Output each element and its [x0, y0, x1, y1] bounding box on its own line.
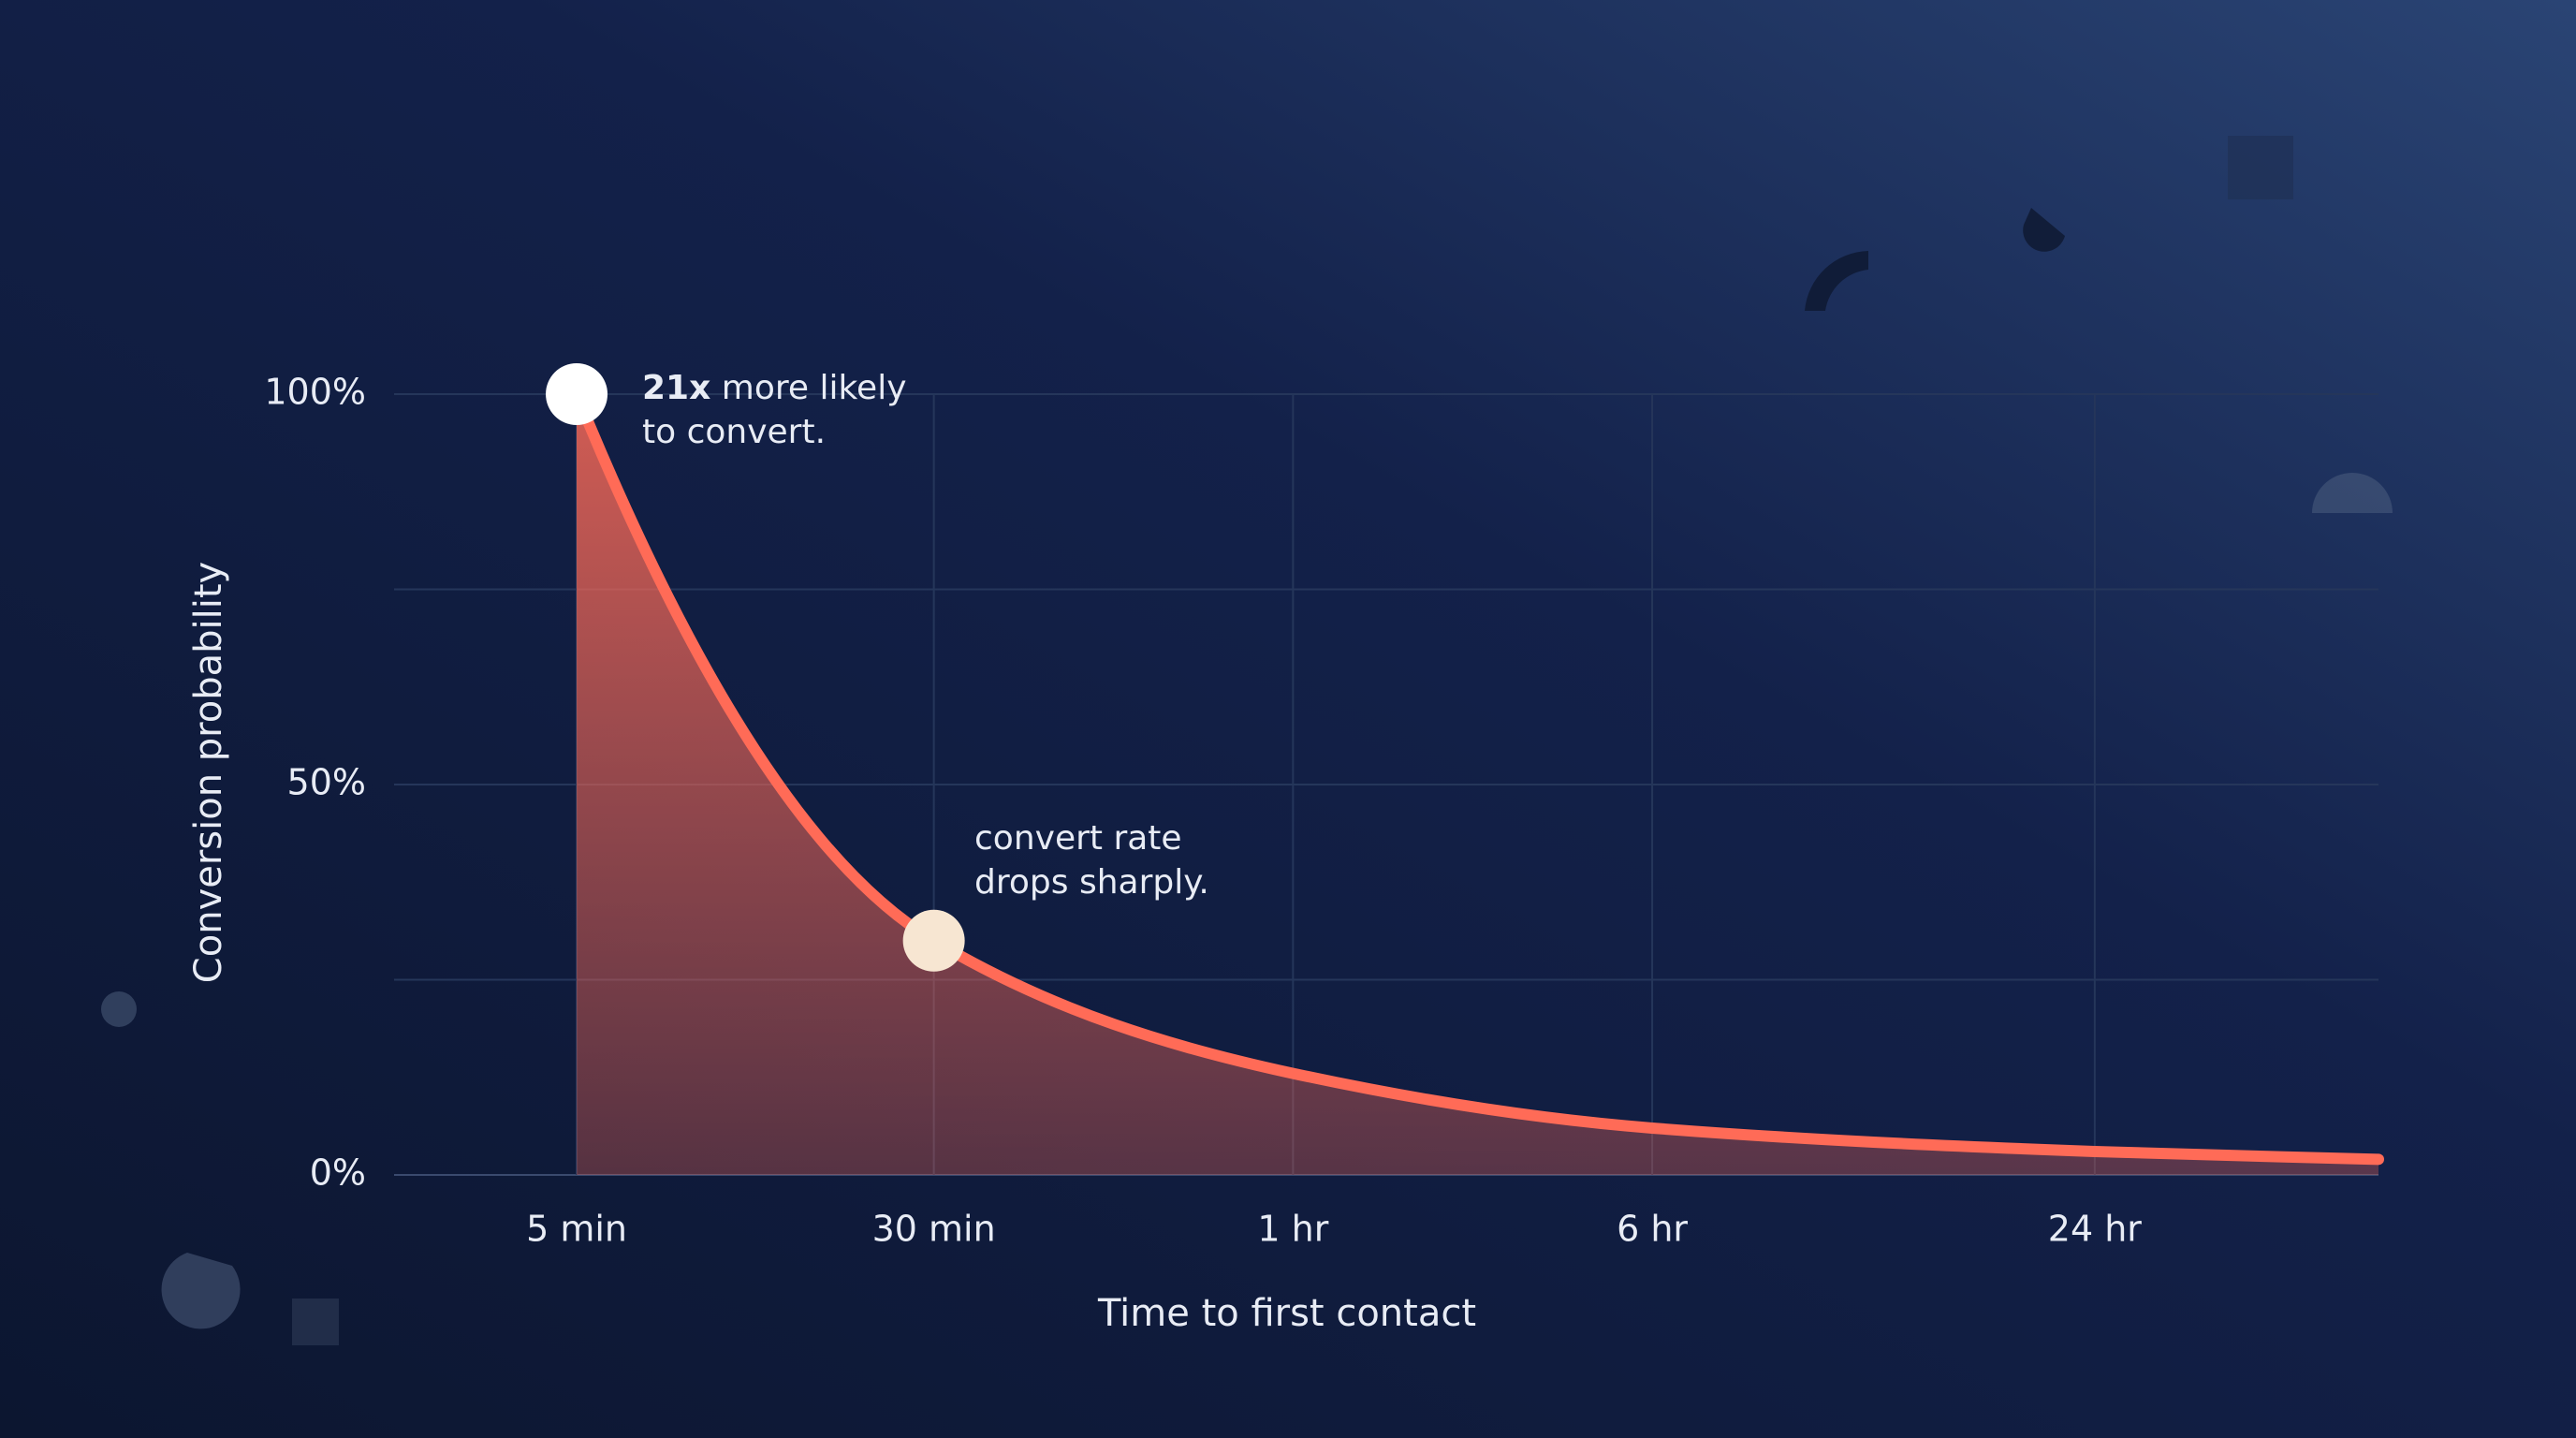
annotation-emphasis: 21x	[642, 369, 710, 407]
y-tick-label: 0%	[310, 1152, 366, 1194]
decorations	[101, 136, 2393, 1345]
x-tick-label: 30 min	[872, 1209, 996, 1250]
y-axis-title: Conversion probability	[187, 562, 230, 983]
deco-square	[292, 1299, 339, 1345]
deco-dot	[101, 991, 137, 1027]
deco-half-circle	[2312, 473, 2393, 513]
highlight-marker	[546, 363, 608, 425]
annotation: drops sharply.	[974, 863, 1209, 902]
annotation: to convert.	[642, 413, 826, 451]
y-tick-label: 50%	[287, 762, 366, 803]
x-tick-label: 5 min	[526, 1209, 627, 1250]
deco-drop	[161, 1253, 241, 1329]
highlight-marker	[902, 909, 965, 972]
x-tick-label: 6 hr	[1617, 1209, 1688, 1250]
plot: 0% 50% 100% 5 min 30 min 1 hr 6 hr 24 hr	[264, 363, 2384, 1250]
x-tick-label: 1 hr	[1257, 1209, 1328, 1250]
annotation-line: more likely	[722, 369, 907, 407]
deco-arc	[1805, 251, 1868, 311]
line	[571, 389, 2384, 1166]
x-axis-title: Time to first contact	[1097, 1292, 1476, 1335]
deco-leaf	[2023, 208, 2065, 252]
deco-square	[2228, 136, 2293, 199]
annotation: 21x more likely	[642, 369, 907, 407]
x-tick-label: 24 hr	[2048, 1209, 2143, 1250]
annotation: convert rate	[974, 819, 1182, 858]
area	[577, 394, 2378, 1175]
y-tick-label: 100%	[264, 372, 366, 413]
